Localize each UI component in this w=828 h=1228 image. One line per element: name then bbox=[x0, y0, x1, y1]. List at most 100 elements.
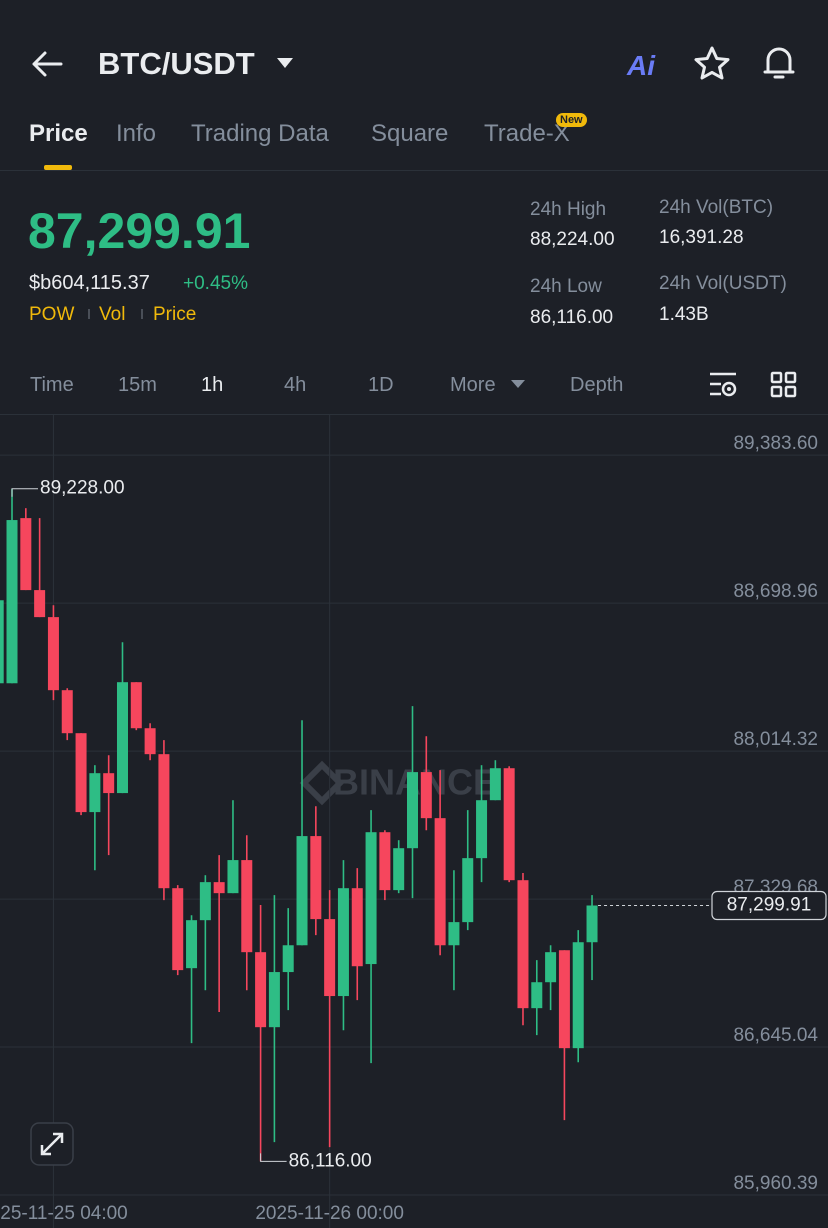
candle-body bbox=[61, 690, 73, 734]
last-price-tag bbox=[711, 890, 827, 921]
last-price-label: 87,299.91 bbox=[727, 895, 812, 916]
stat-value: 88,224.00 bbox=[530, 229, 615, 250]
candle-body bbox=[158, 754, 170, 889]
divider bbox=[0, 414, 828, 415]
stat-label: 24h Low bbox=[530, 276, 602, 297]
interval[interactable]: 1D bbox=[368, 374, 394, 396]
tab[interactable]: Trade-X bbox=[484, 120, 570, 147]
candle-body bbox=[103, 773, 115, 794]
candle-body bbox=[379, 832, 391, 891]
candle-body bbox=[241, 860, 253, 953]
candle-body bbox=[407, 772, 418, 849]
candle-body bbox=[186, 920, 198, 969]
y-tick-label: 88,014.32 bbox=[733, 729, 818, 750]
candle-body bbox=[89, 773, 101, 813]
candle-body bbox=[448, 922, 460, 946]
indicator-settings[interactable] bbox=[709, 371, 739, 399]
candle-body bbox=[517, 880, 529, 1009]
candle-body bbox=[324, 919, 336, 997]
tab[interactable]: Trading Data bbox=[191, 120, 329, 147]
x-tick-label: 2025-11-25 04:00 bbox=[0, 1203, 128, 1224]
candle-body bbox=[572, 942, 584, 1049]
price-change: +0.45% bbox=[183, 273, 248, 294]
candle-body bbox=[20, 518, 32, 591]
candle-body bbox=[199, 882, 211, 921]
divider bbox=[0, 170, 828, 171]
candle-body bbox=[365, 832, 377, 965]
tab[interactable]: Info bbox=[116, 120, 157, 147]
candle-body bbox=[268, 972, 280, 1028]
alert-button[interactable] bbox=[761, 44, 797, 82]
candle-body bbox=[393, 848, 405, 891]
candle-body bbox=[47, 617, 59, 691]
ai-button[interactable]: Ai bbox=[627, 50, 655, 81]
layout-button[interactable] bbox=[770, 371, 798, 399]
fiat-price: $b604,115.37 bbox=[29, 272, 150, 294]
annotation-line bbox=[260, 1153, 287, 1162]
candle-body bbox=[310, 836, 322, 920]
tag[interactable]: Price bbox=[153, 304, 197, 325]
interval[interactable]: 1h bbox=[201, 374, 224, 396]
y-tick-label: 88,698.96 bbox=[733, 581, 818, 602]
candlestick-chart: BINANCE 89,383.6088,698.9688,014.3287,32… bbox=[0, 415, 828, 1228]
candle-body bbox=[420, 772, 432, 819]
candle-body bbox=[351, 888, 363, 967]
candle-body bbox=[130, 682, 142, 729]
more-caret[interactable] bbox=[510, 379, 526, 389]
x-tick-label: 2025-11-26 00:00 bbox=[255, 1203, 404, 1224]
pair-dropdown[interactable] bbox=[275, 56, 295, 70]
separator bbox=[88, 309, 90, 319]
interval[interactable]: 15m bbox=[118, 374, 157, 396]
annotation: 86,116.00 bbox=[289, 1150, 372, 1171]
separator bbox=[141, 309, 143, 319]
candle-body bbox=[545, 952, 557, 983]
candle-body bbox=[172, 888, 184, 971]
candle-body bbox=[75, 733, 87, 813]
candle-body bbox=[296, 836, 308, 946]
tab[interactable]: Square bbox=[371, 120, 449, 147]
candle-body bbox=[34, 590, 46, 618]
tab[interactable]: Price bbox=[29, 120, 88, 147]
back-button[interactable] bbox=[30, 48, 64, 80]
stat-label: 24h Vol(USDT) bbox=[659, 273, 787, 294]
stat-label: 24h High bbox=[530, 199, 607, 220]
candle-body bbox=[489, 768, 501, 801]
candle-body bbox=[503, 768, 515, 881]
y-tick-label: 89,383.60 bbox=[733, 433, 818, 454]
favorite-button[interactable] bbox=[693, 45, 731, 81]
interval[interactable]: Depth bbox=[570, 374, 624, 396]
candle-body bbox=[282, 945, 294, 973]
new-badge: New bbox=[556, 113, 587, 127]
stat-label: 24h Vol(BTC) bbox=[659, 197, 774, 218]
stat-value: 16,391.28 bbox=[659, 227, 744, 248]
candle-body bbox=[6, 520, 18, 684]
annotation: 89,228.00 bbox=[40, 478, 125, 499]
candle-body bbox=[0, 600, 4, 684]
last-price: 87,299.91 bbox=[28, 203, 251, 259]
y-tick-label: 86,645.04 bbox=[733, 1025, 818, 1046]
candle-body bbox=[144, 728, 156, 755]
candle-body bbox=[586, 905, 598, 943]
candle-body bbox=[255, 952, 267, 1028]
watermark-logo bbox=[299, 760, 345, 806]
stat-value: 1.43B bbox=[659, 304, 709, 325]
tab-indicator bbox=[44, 165, 72, 170]
pair-title[interactable]: BTC/USDT bbox=[98, 46, 255, 81]
candle-body bbox=[337, 888, 349, 997]
annotation-line bbox=[11, 488, 39, 497]
candle-body bbox=[558, 950, 570, 1049]
candle-body bbox=[116, 682, 128, 794]
candle-body bbox=[227, 860, 239, 894]
tag[interactable]: POW bbox=[29, 304, 75, 325]
interval[interactable]: 4h bbox=[284, 374, 307, 396]
fullscreen-button[interactable] bbox=[30, 1122, 74, 1166]
interval[interactable]: Time bbox=[30, 374, 74, 396]
candle-body bbox=[476, 800, 488, 859]
stat-value: 86,116.00 bbox=[530, 307, 614, 328]
y-tick-label: 85,960.39 bbox=[733, 1173, 818, 1194]
candle-body bbox=[531, 982, 543, 1009]
candle-body bbox=[213, 882, 225, 894]
tag[interactable]: Vol bbox=[99, 304, 126, 325]
interval[interactable]: More bbox=[450, 374, 496, 396]
